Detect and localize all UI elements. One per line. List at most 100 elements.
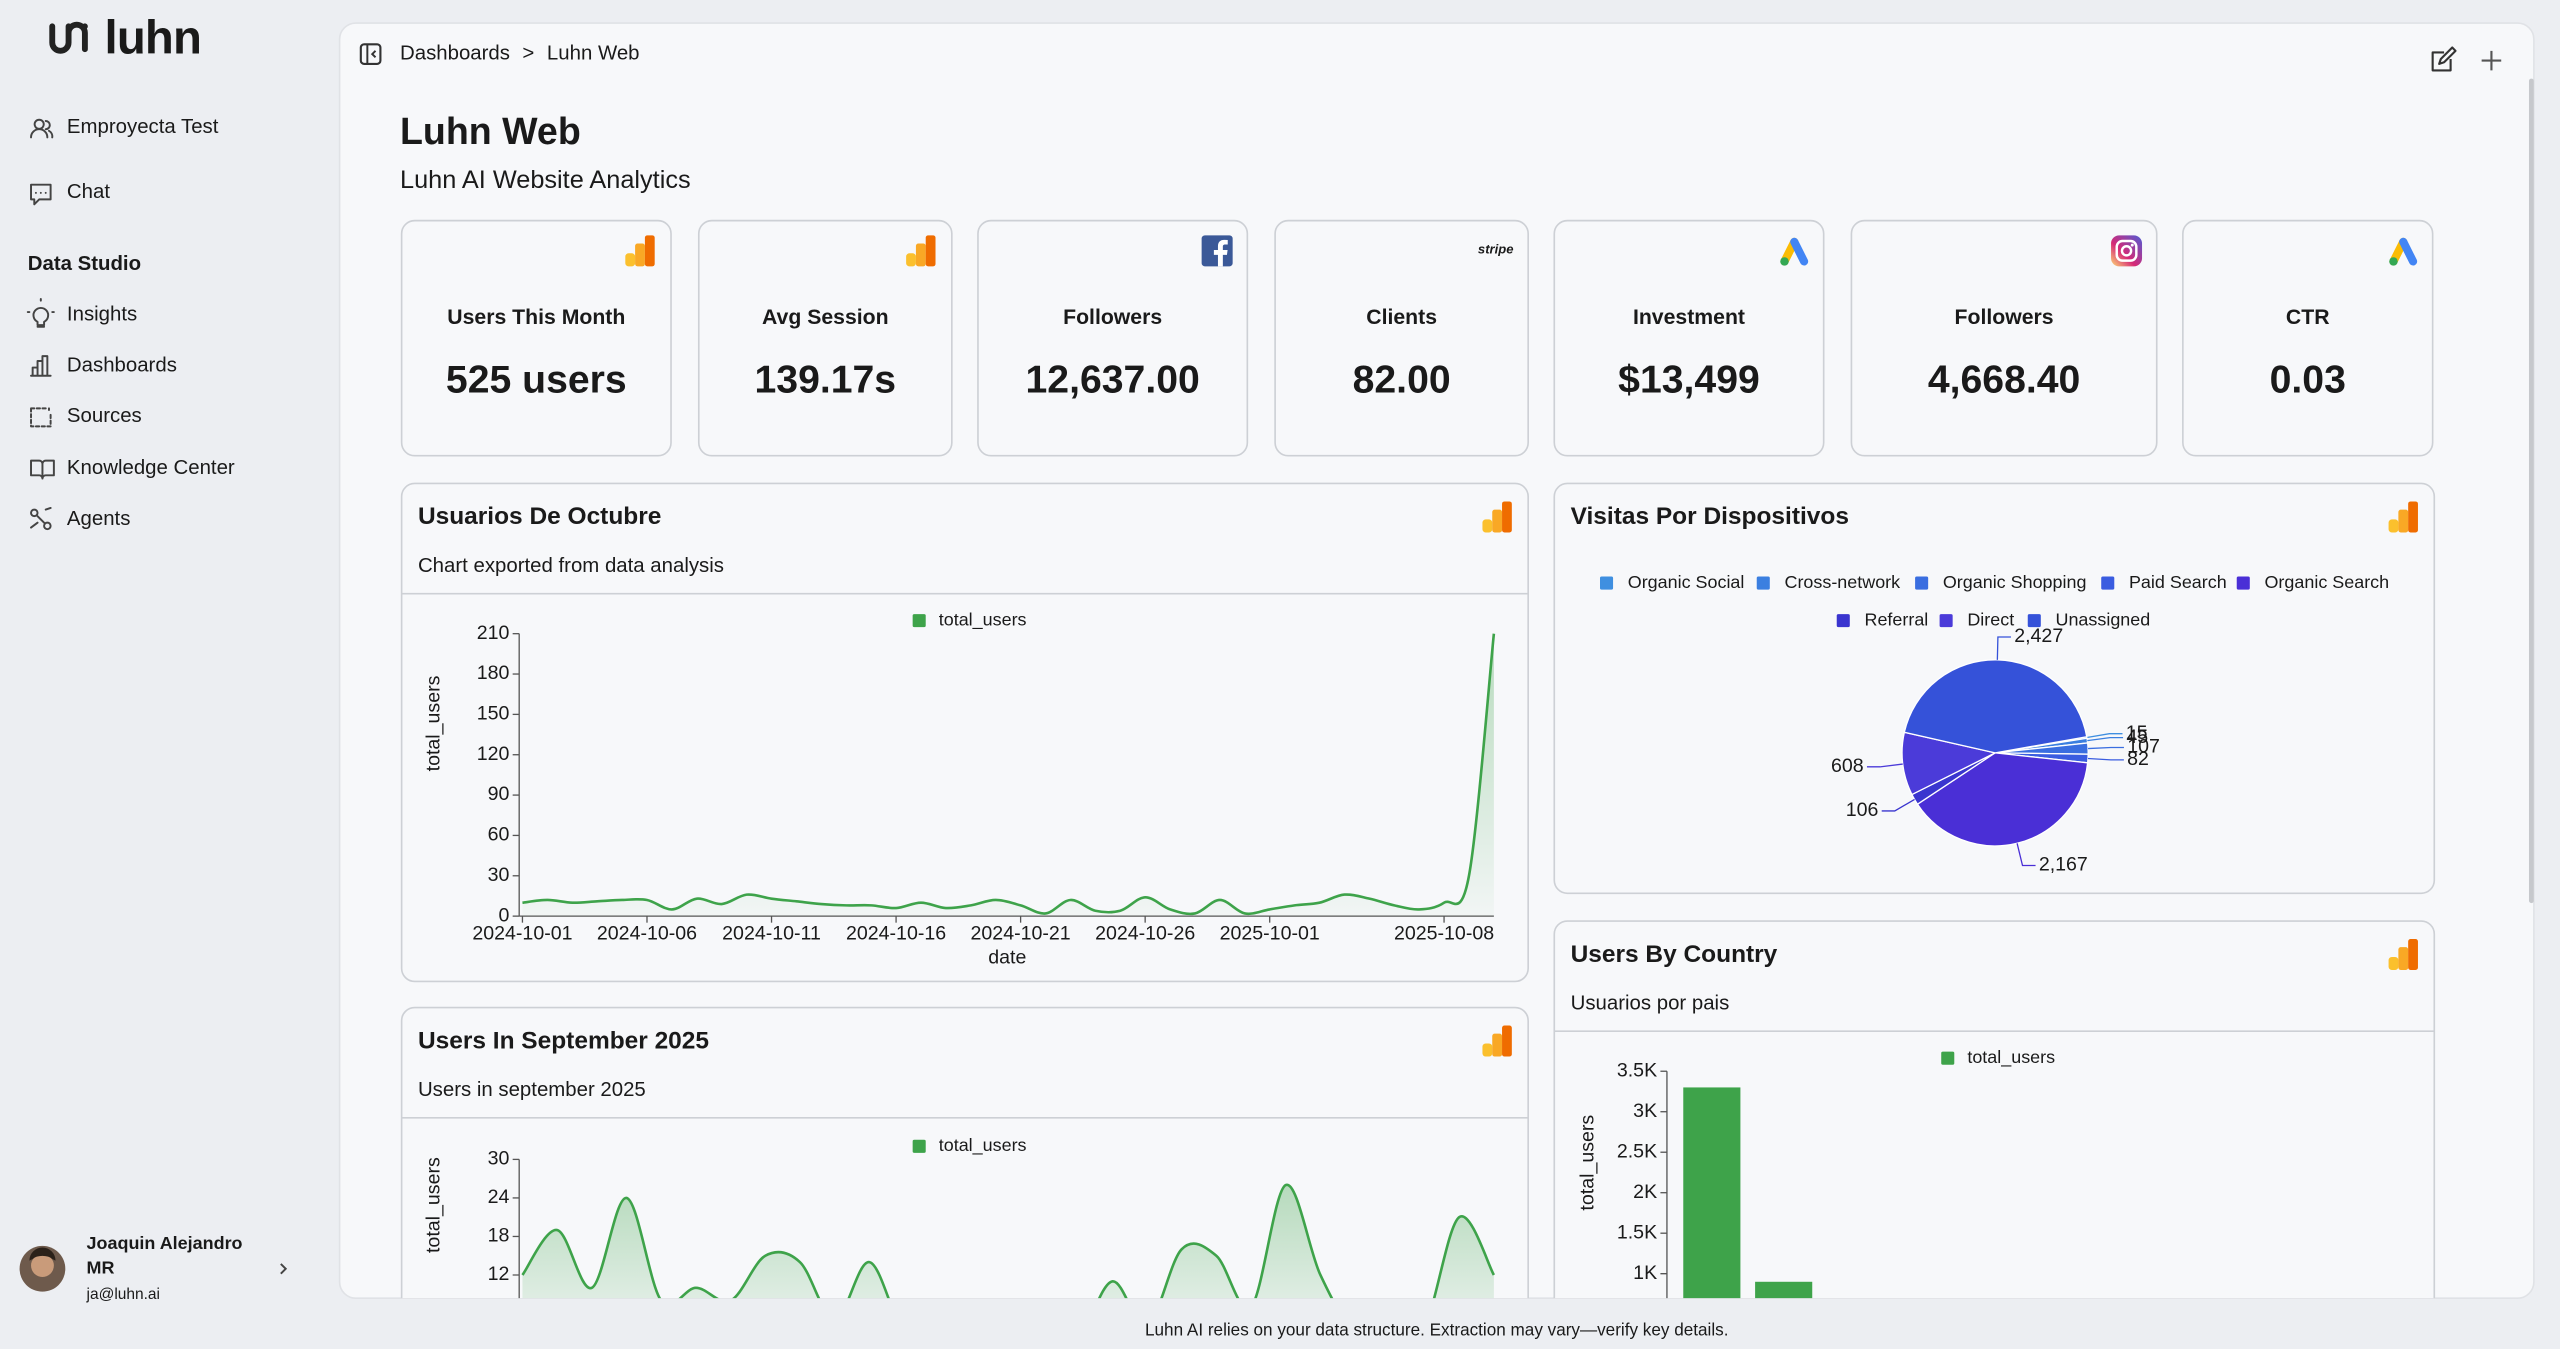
breadcrumb-link[interactable]: Dashboards: [400, 42, 510, 64]
legend-label[interactable]: total_users: [1967, 1047, 2055, 1068]
icon-part: [33, 118, 45, 130]
nav-item[interactable]: Sources: [67, 405, 142, 427]
y-tick-label: 180: [477, 662, 510, 684]
source-icon: stripe: [1478, 241, 1514, 256]
nav-item[interactable]: Dashboards: [67, 354, 177, 376]
line: [521, 1183, 1496, 1299]
kpi-card-frame: [1274, 219, 1529, 457]
source-icon: [2388, 938, 2418, 971]
legend-swatch: [2101, 576, 2115, 590]
legend-swatch: [2236, 576, 2250, 590]
y-tick-label: 60: [488, 824, 510, 846]
source-icon: [2389, 237, 2418, 266]
y-tick-label: 1K: [1633, 1262, 1657, 1284]
icon-part: [1482, 519, 1493, 533]
chart-subtitle: Usuarios por pais: [1571, 993, 1730, 1015]
kpi-label: Investment: [1633, 306, 1745, 329]
edit-button[interactable]: [2431, 46, 2457, 72]
nav-item[interactable]: Emproyecta Test: [67, 116, 219, 138]
kpi-card-frame: [2182, 219, 2434, 457]
chart-title: Users By Country: [1571, 941, 1778, 968]
sidebar-toggle[interactable]: [359, 43, 382, 65]
stripe-logo: stripe: [1478, 241, 1514, 256]
nav-item[interactable]: Agents: [67, 508, 130, 530]
icon-part: [915, 243, 926, 267]
icon-part: [1213, 239, 1228, 267]
add-button[interactable]: [2481, 50, 2502, 71]
bar: [1683, 1087, 1741, 1299]
chart-title: Usuarios De Octubre: [418, 503, 661, 530]
kpi-card-frame: [400, 219, 672, 457]
source-icon: [1780, 237, 1809, 266]
legend-label[interactable]: Unassigned: [2056, 609, 2151, 629]
nav-item[interactable]: Chat: [67, 181, 110, 203]
bar: [1755, 1281, 1813, 1299]
chart-subtitle: Users in september 2025: [418, 1079, 646, 1101]
source-icon: [2111, 235, 2143, 267]
legend-swatch: [1915, 576, 1929, 590]
icon-part: [30, 120, 54, 139]
x-tick-label: 2024-10-21: [971, 922, 1071, 944]
y-tick-label: 24: [488, 1186, 510, 1208]
nav-item[interactable]: Knowledge Center: [67, 457, 235, 479]
y-tick-label: 210: [477, 622, 510, 644]
legend-swatch: [1939, 614, 1953, 628]
y-axis-label: total_users: [422, 1157, 444, 1253]
data-label: 106: [1846, 799, 1879, 821]
breadcrumb-current: Luhn Web: [547, 42, 640, 64]
data-label: 15: [2126, 722, 2148, 744]
y-tick-label: 2K: [1633, 1181, 1657, 1203]
avatar-hair: [29, 1247, 56, 1261]
icon-part: [1790, 237, 1809, 266]
x-axis-label: date: [988, 947, 1026, 969]
data-label: 2,427: [2014, 625, 2063, 647]
icon-part: [1502, 1025, 1512, 1057]
kpi-label: Followers: [1063, 306, 1162, 329]
kpi-card-frame: [977, 219, 1249, 457]
page-subtitle: Luhn AI Website Analytics: [400, 166, 691, 194]
legend-label[interactable]: Organic Social: [1628, 572, 1745, 592]
y-tick-label: 3K: [1633, 1100, 1657, 1122]
user-card[interactable]: Joaquin Alejandro MR ja@luhn.ai: [19, 1233, 288, 1303]
line: [522, 633, 1496, 916]
source-icon: [625, 235, 655, 267]
icon-part: [1492, 1033, 1503, 1057]
legend-label[interactable]: total_users: [939, 609, 1027, 630]
icon-part: [30, 355, 52, 377]
y-tick-label: 0: [498, 904, 509, 926]
x-tick-label: 2024-10-26: [1095, 922, 1195, 944]
icon-part: [635, 243, 645, 267]
source-icon: [2388, 501, 2418, 533]
chart-title: Visitas Por Dispositivos: [1571, 503, 1849, 530]
legend-label[interactable]: Organic Search: [2264, 572, 2389, 592]
page-title: Luhn Web: [400, 110, 581, 152]
legend-label[interactable]: Paid Search: [2129, 572, 2227, 592]
user-chevron[interactable]: [280, 1263, 288, 1275]
scrollbar: [2528, 78, 2534, 904]
legend-label[interactable]: Cross-network: [1784, 572, 1900, 592]
legend-label[interactable]: Organic Shopping: [1943, 572, 2087, 592]
source-icon: [1201, 235, 1233, 267]
user-email: ja@luhn.ai: [86, 1286, 160, 1303]
icon-part: [2130, 243, 2134, 247]
icon-part: [1482, 1043, 1493, 1057]
y-tick-label: 30: [488, 864, 510, 886]
icon-part: [1502, 501, 1512, 533]
chart-panel-frame: [400, 482, 1529, 983]
kpi-card-frame: [1850, 219, 2158, 457]
legend-label[interactable]: total_users: [939, 1135, 1027, 1156]
nav-item[interactable]: Insights: [67, 304, 137, 326]
icon-part: [2399, 237, 2418, 266]
legend-label[interactable]: Referral: [1864, 609, 1928, 629]
x-tick-label: 2024-10-01: [472, 922, 572, 944]
chart-panel: Users By Country Usuarios por pais 1K 1.5K 2…: [1553, 920, 2436, 1299]
legend-label[interactable]: Direct: [1967, 609, 2014, 629]
user-name-box: Joaquin Alejandro MR: [87, 1235, 243, 1279]
icon-part: [30, 508, 39, 518]
icon-part: [2398, 947, 2409, 971]
icon-part: [26, 298, 55, 328]
y-tick-label: 2.5K: [1617, 1140, 1657, 1162]
nav-icon: [30, 407, 52, 428]
kpi-card: CTR 0.03: [2182, 219, 2434, 457]
